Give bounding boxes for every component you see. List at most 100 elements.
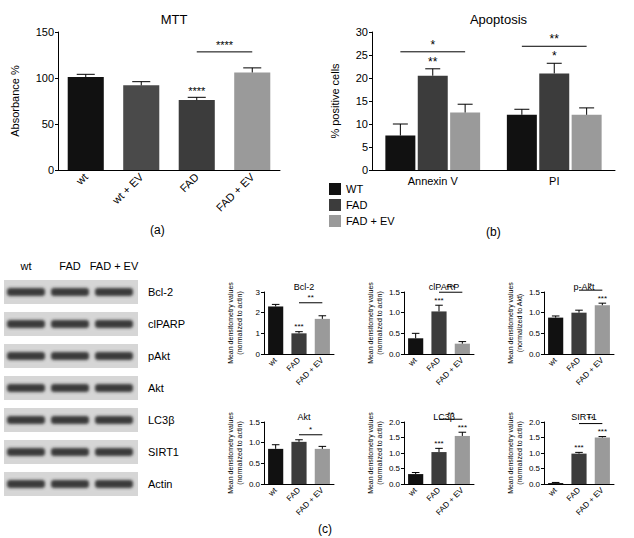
svg-text:**: ** [550, 32, 560, 46]
svg-text:FAD + EV: FAD + EV [434, 355, 466, 387]
svg-text:wt: wt [20, 260, 32, 272]
svg-text:Mean densitometry values: Mean densitometry values [367, 412, 375, 494]
svg-text:(b): (b) [486, 225, 501, 239]
svg-text:30: 30 [356, 26, 368, 38]
svg-text:FAD: FAD [346, 199, 367, 211]
svg-text:***: *** [598, 294, 607, 303]
svg-text:clPARP: clPARP [429, 282, 459, 292]
svg-text:(normalized to actin): (normalized to actin) [376, 421, 384, 484]
svg-text:*: * [589, 281, 592, 290]
svg-text:FAD: FAD [285, 356, 303, 374]
svg-text:0.0: 0.0 [389, 350, 401, 359]
svg-text:Annexin V: Annexin V [408, 175, 459, 187]
svg-text:25: 25 [356, 49, 368, 61]
svg-text:*: * [309, 425, 312, 434]
svg-text:1.0: 1.0 [529, 308, 541, 317]
svg-text:0.5: 0.5 [389, 329, 401, 338]
svg-text:15: 15 [356, 95, 368, 107]
svg-text:*: * [430, 38, 435, 52]
svg-text:***: *** [434, 296, 443, 305]
svg-text:**: ** [448, 410, 454, 419]
svg-text:FAD: FAD [565, 486, 583, 504]
svg-text:0: 0 [256, 350, 261, 359]
svg-text:FAD: FAD [59, 260, 80, 272]
svg-text:***: *** [294, 322, 303, 331]
svg-text:0.0: 0.0 [249, 480, 261, 489]
svg-text:(normalized to actin): (normalized to actin) [516, 421, 524, 484]
svg-text:2.0: 2.0 [389, 418, 401, 427]
svg-text:Akt: Akt [297, 412, 311, 422]
svg-text:(normalized to Akt): (normalized to Akt) [516, 294, 524, 352]
svg-text:wt: wt [546, 485, 559, 498]
svg-text:1.5: 1.5 [389, 288, 401, 297]
svg-text:Mean densitometry values: Mean densitometry values [367, 282, 375, 364]
svg-text:0.5: 0.5 [529, 464, 541, 473]
svg-text:WT: WT [346, 183, 363, 195]
svg-text:wt: wt [266, 485, 279, 498]
svg-text:FAD + EV: FAD + EV [214, 170, 257, 213]
svg-text:Bcl-2: Bcl-2 [294, 282, 315, 292]
svg-text:Mean densitometry values: Mean densitometry values [227, 282, 235, 364]
svg-text:1.0: 1.0 [389, 308, 401, 317]
svg-text:*: * [552, 49, 557, 63]
svg-text:1.5: 1.5 [389, 433, 401, 442]
svg-text:wt: wt [266, 355, 279, 368]
svg-text:1.5: 1.5 [529, 433, 541, 442]
svg-text:FAD + EV: FAD + EV [294, 485, 326, 517]
svg-text:3: 3 [256, 288, 261, 297]
svg-text:0.5: 0.5 [249, 459, 261, 468]
svg-text:FAD + EV: FAD + EV [574, 485, 606, 517]
svg-text:FAD: FAD [425, 356, 443, 374]
svg-text:50: 50 [42, 118, 54, 130]
svg-text:Mean densitometry values: Mean densitometry values [507, 412, 515, 494]
svg-text:***: *** [434, 439, 443, 448]
svg-text:10: 10 [356, 118, 368, 130]
svg-text:clPARP: clPARP [148, 318, 185, 330]
svg-text:***: *** [458, 423, 467, 432]
svg-text:0.5: 0.5 [389, 464, 401, 473]
svg-text:% positive cells: % positive cells [329, 63, 341, 139]
svg-text:(normalized to actin): (normalized to actin) [376, 291, 384, 354]
svg-text:****: **** [216, 39, 234, 51]
svg-text:**: ** [308, 293, 314, 302]
svg-text:FAD: FAD [425, 486, 443, 504]
svg-text:FAD: FAD [177, 171, 201, 195]
svg-text:(normalized to actin): (normalized to actin) [236, 421, 244, 484]
svg-text:0.5: 0.5 [529, 329, 541, 338]
svg-text:FAD + EV: FAD + EV [90, 260, 139, 272]
svg-text:Mean densitometry values: Mean densitometry values [507, 282, 515, 364]
svg-text:***: *** [598, 427, 607, 436]
svg-text:wt: wt [406, 485, 419, 498]
svg-text:0: 0 [48, 164, 54, 176]
svg-text:0.0: 0.0 [389, 480, 401, 489]
svg-text:Bcl-2: Bcl-2 [148, 286, 173, 298]
svg-text:***: *** [446, 283, 455, 292]
svg-text:1: 1 [256, 329, 261, 338]
svg-text:FAD: FAD [285, 486, 303, 504]
svg-text:150: 150 [36, 26, 54, 38]
svg-text:wt + EV: wt + EV [109, 170, 146, 207]
svg-text:100: 100 [36, 72, 54, 84]
svg-text:SIRT1: SIRT1 [148, 446, 179, 458]
svg-text:2: 2 [256, 308, 261, 317]
svg-text:(normalized to actin): (normalized to actin) [236, 291, 244, 354]
svg-text:PI: PI [549, 175, 559, 187]
svg-text:FAD + EV: FAD + EV [346, 215, 395, 227]
svg-text:wt: wt [406, 355, 419, 368]
svg-text:0.0: 0.0 [529, 350, 541, 359]
svg-text:20: 20 [356, 72, 368, 84]
svg-text:**: ** [428, 55, 438, 69]
svg-text:***: *** [574, 443, 583, 452]
svg-text:Absorbance %: Absorbance % [9, 65, 21, 137]
svg-text:FAD: FAD [565, 356, 583, 374]
svg-text:1.0: 1.0 [249, 438, 261, 447]
svg-text:wt: wt [73, 171, 90, 188]
svg-text:LC3β: LC3β [148, 414, 175, 426]
svg-text:pAkt: pAkt [148, 350, 170, 362]
svg-text:Apoptosis: Apoptosis [470, 12, 528, 27]
svg-text:0: 0 [362, 164, 368, 176]
svg-text:(c): (c) [318, 522, 332, 536]
svg-text:Akt: Akt [148, 382, 164, 394]
svg-text:****: **** [188, 85, 206, 97]
svg-text:1.0: 1.0 [529, 449, 541, 458]
